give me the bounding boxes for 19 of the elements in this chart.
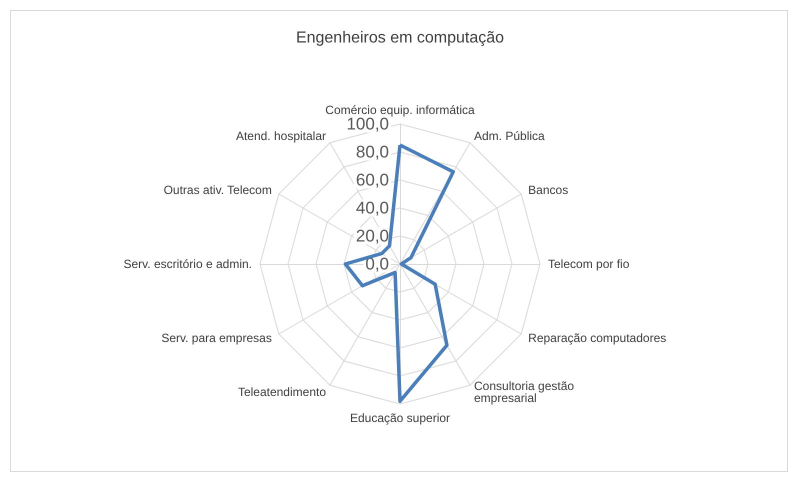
chart-title: Engenheiros em computação (296, 30, 504, 46)
spoke-label: Serv. escritório e admin. (124, 257, 252, 271)
y-tick-label: 40,0 (356, 198, 389, 218)
y-tick-label: 20,0 (356, 226, 389, 246)
spoke-label: Educação superior (350, 411, 450, 425)
spoke-label: Comércio equip. informática (325, 103, 476, 117)
y-tick-label: 100,0 (346, 114, 389, 134)
y-tick-label: 0,0 (365, 254, 389, 274)
y-tick-label: 80,0 (356, 142, 389, 162)
spoke-label: Adm. Pública (474, 128, 546, 143)
spoke-label: Outras ativ. Telecom (164, 183, 272, 197)
spoke-label: Reparação computadores (528, 331, 666, 345)
spoke-label: Atend. hospitalar (236, 128, 326, 143)
spoke-label: Serv. para empresas (161, 331, 272, 345)
spoke-label: Consultoria gestão empresarial (474, 379, 574, 406)
spoke-label: Teleatendimento (238, 385, 326, 400)
spoke-label: Telecom por fio (548, 257, 630, 271)
spoke-label: Bancos (528, 183, 568, 197)
y-tick-label: 60,0 (356, 170, 389, 190)
